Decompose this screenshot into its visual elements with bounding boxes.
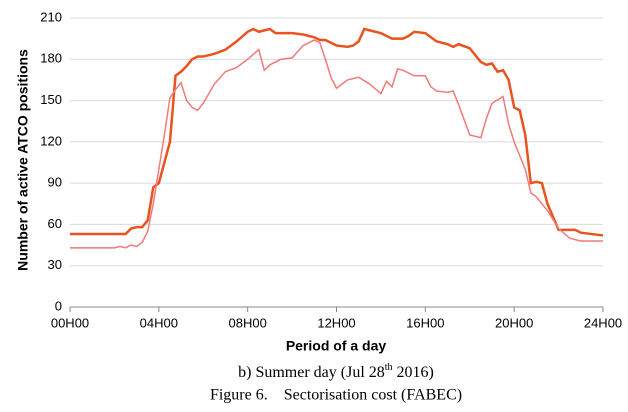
y-tick-label: 150 bbox=[40, 92, 62, 107]
caption-part: 2016) bbox=[393, 364, 434, 381]
line-series bbox=[70, 39, 603, 249]
figure-caption: Figure 6. Sectorisation cost (FABEC) bbox=[210, 387, 462, 404]
y-tick-label: 30 bbox=[48, 257, 62, 272]
x-tick-label: 08H00 bbox=[229, 315, 267, 330]
y-tick-label: 180 bbox=[40, 51, 62, 66]
caption-part: b) Summer day (Jul 28 bbox=[238, 364, 385, 381]
y-tick-label: 120 bbox=[40, 133, 62, 148]
caption-sup: th bbox=[385, 362, 393, 373]
x-tick-label: 24H00 bbox=[584, 315, 622, 330]
line-series bbox=[70, 27, 604, 237]
y-tick-label: 0 bbox=[55, 298, 62, 313]
x-tick-label: 04H00 bbox=[140, 315, 178, 330]
x-tick-label: 00H00 bbox=[51, 315, 89, 330]
y-tick-label: 60 bbox=[48, 216, 62, 231]
x-tick-label: 20H00 bbox=[495, 315, 533, 330]
y-tick-label: 210 bbox=[40, 9, 62, 24]
subcaption: b) Summer day (Jul 28th 2016) bbox=[238, 362, 434, 380]
y-axis-title: Number of active ATCO positions bbox=[15, 49, 31, 271]
x-tick-label: 16H00 bbox=[406, 315, 444, 330]
x-axis-title: Period of a day bbox=[286, 338, 387, 354]
y-tick-label: 90 bbox=[48, 175, 62, 190]
x-tick-label: 12H00 bbox=[317, 315, 355, 330]
